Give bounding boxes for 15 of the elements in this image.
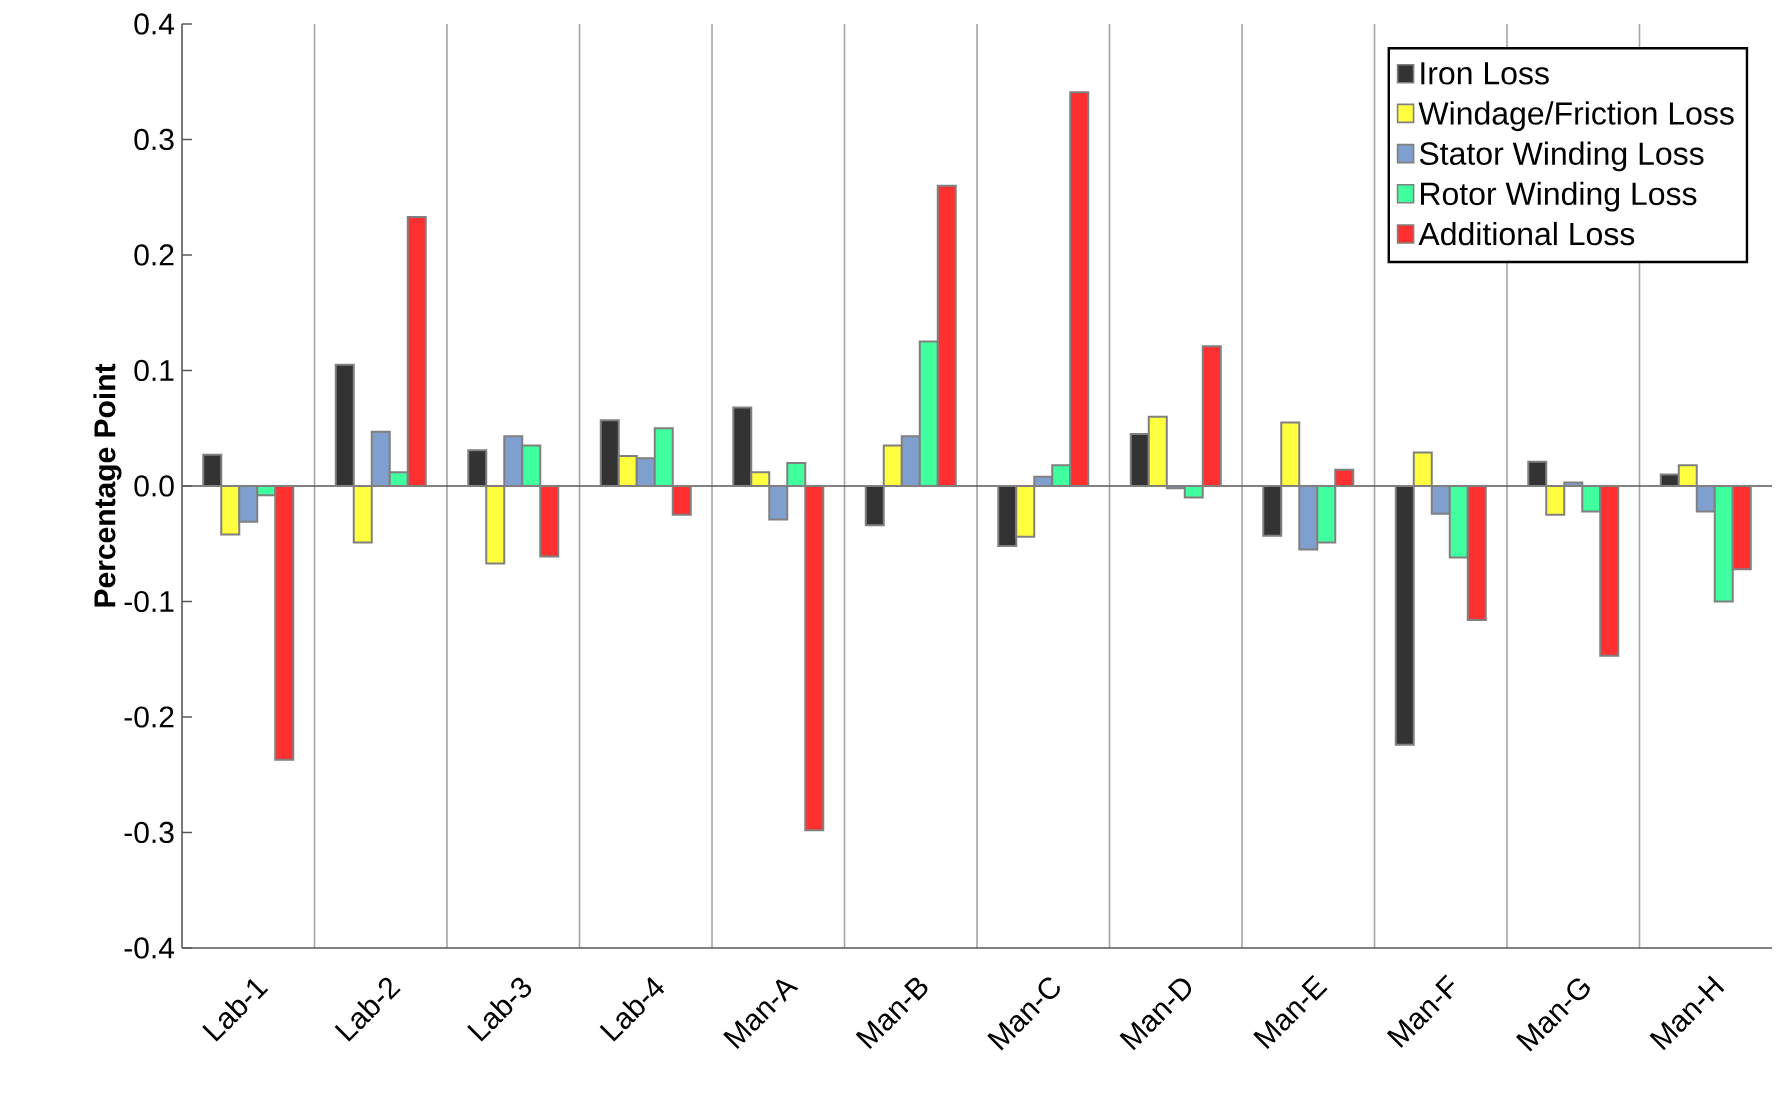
y-tick-label: 0.1	[134, 359, 174, 382]
y-tick-label: -0.4	[124, 937, 175, 959]
legend-label: Windage/Friction Loss	[1418, 101, 1734, 132]
legend-label: Iron Loss	[1421, 62, 1549, 85]
y-tick-label: -0.2	[124, 706, 174, 728]
legend-label: Additional Loss	[1418, 221, 1635, 246]
y-axis-title: Percentage Point	[93, 363, 122, 607]
legend-label: Rotor Winding Loss	[1421, 181, 1697, 212]
y-tick-label: 0.0	[134, 475, 174, 497]
y-tick-label: 0.3	[134, 128, 174, 151]
y-tick-label: 0.4	[134, 13, 175, 35]
y-tick-label: 0.2	[134, 244, 174, 266]
y-tick-label: -0.3	[124, 821, 174, 844]
legend-label: Stator Winding Loss	[1419, 141, 1704, 172]
y-tick-label: -0.1	[124, 590, 174, 613]
